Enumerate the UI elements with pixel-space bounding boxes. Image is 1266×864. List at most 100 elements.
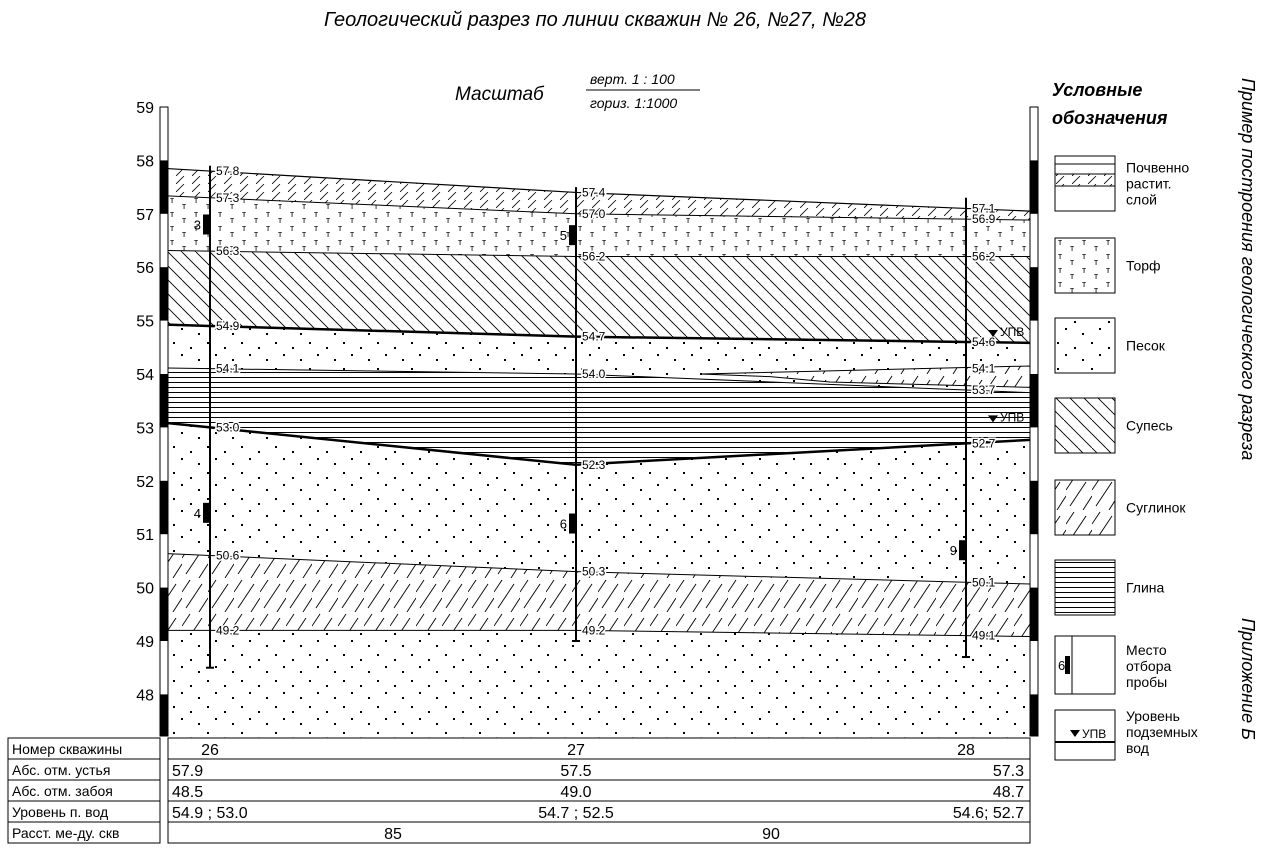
elevation-label: 49.2 — [582, 623, 606, 637]
legend-label: Супесь — [1126, 418, 1173, 434]
elevation-label: 54.1 — [216, 362, 240, 376]
legend-label: Место — [1126, 642, 1167, 658]
scale-label: Масштаб — [455, 84, 545, 105]
axis-segment — [1030, 160, 1038, 214]
table-row-label: Уровень п. вод — [12, 804, 108, 820]
legend-swatch — [1054, 559, 1116, 616]
legend-label: растит. — [1126, 176, 1172, 192]
axis-tick-label: 59 — [136, 100, 154, 117]
layer-loam — [167, 553, 1030, 637]
legend-swatch — [1054, 237, 1116, 294]
axis-tick-label: 49 — [136, 634, 154, 651]
legend-swatch-band — [1054, 173, 1116, 187]
section-title: Геологический разрез по линии скважин № … — [324, 9, 866, 31]
table-cell: 27 — [567, 742, 585, 759]
table-cell: 28 — [957, 742, 975, 759]
layer-sand-middle — [167, 423, 1030, 585]
legend-item-sandy-loam: Супесь — [1054, 397, 1173, 454]
sample-number: 5 — [560, 228, 567, 243]
well-27: 56 — [560, 187, 580, 642]
table-cell: 57.5 — [560, 763, 591, 780]
axis-tick-label: 48 — [136, 687, 154, 704]
axis-segment — [1030, 694, 1038, 736]
scale-horizontal: гориз. 1:1000 — [590, 95, 677, 111]
elevation-label: 52.7 — [972, 436, 996, 450]
sample-number: 4 — [194, 506, 201, 521]
layer-peat — [167, 195, 1030, 257]
legend-item-clay: Глина — [1054, 559, 1165, 616]
axis-tick-label: 55 — [136, 314, 154, 331]
elevation-label: 52.3 — [582, 458, 606, 472]
elevation-label: 50.6 — [216, 549, 240, 563]
elevation-label: 53.7 — [972, 383, 996, 397]
table-cell: 57.9 — [172, 763, 203, 780]
layer-sand-lower — [167, 630, 1030, 738]
axis-tick-label: 50 — [136, 581, 154, 598]
axis-tick-label: 56 — [136, 260, 154, 277]
axis-tick-label: 51 — [136, 527, 154, 544]
legend-label: Суглинок — [1126, 500, 1186, 516]
table-cell: 57.3 — [993, 763, 1024, 780]
legend-label: Почвенно — [1126, 160, 1189, 176]
table-cell: 85 — [384, 826, 402, 843]
table-row-label: Абс. отм. устья — [12, 762, 110, 778]
table-cell: 48.5 — [172, 784, 203, 801]
water-marker-label: УПВ — [1000, 410, 1024, 424]
elevation-label: 50.3 — [582, 565, 606, 579]
elevation-label: 54.9 — [216, 319, 240, 333]
elevation-labels: 57.8 57.3 56.3 54.9 54.1 53.0 50.6 49.2 57.4 57.0… — [215, 163, 1025, 645]
legend-label: отбора — [1126, 658, 1171, 674]
sample-mark — [1065, 656, 1070, 674]
table-row-label: Расст. ме-ду. скв — [12, 825, 119, 841]
elevation-label: 56.9 — [972, 212, 996, 226]
water-marker-label: УПВ — [1000, 325, 1024, 339]
legend-item-peat: Торф — [1054, 237, 1161, 294]
elevation-label: 49.1 — [972, 629, 996, 643]
elevation-label: 54.7 — [582, 330, 606, 344]
axis-tick-label: 57 — [136, 207, 154, 224]
elevation-label: 50.1 — [972, 575, 996, 589]
appendix-label: Приложение Б — [1238, 618, 1258, 740]
sample-number: 3 — [194, 217, 201, 232]
water-triangle — [988, 329, 998, 337]
elevation-label: 54.6 — [972, 335, 996, 349]
table-cell: 90 — [762, 826, 780, 843]
sample-mark — [203, 214, 209, 235]
axis-segment — [1030, 587, 1038, 641]
axis-segment — [160, 267, 168, 321]
sample-mark — [203, 502, 209, 523]
table-cell: 54.9 ; 53.0 — [172, 805, 248, 822]
sample-mark — [569, 513, 575, 534]
elevation-label: 57.0 — [582, 207, 606, 221]
axis-tick-label: 53 — [136, 420, 154, 437]
legend-title-1: Условные — [1052, 80, 1142, 100]
scale-vertical: верт. 1 : 100 — [590, 71, 675, 87]
axis-segment — [160, 160, 168, 214]
axis-segment — [160, 587, 168, 641]
sample-number: 9 — [950, 543, 957, 558]
axis-segment — [160, 694, 168, 736]
legend: Условные обозначения Почвеннорастит.слой… — [1052, 80, 1198, 761]
elevation-label: 54.1 — [972, 362, 996, 376]
legend-swatch — [1054, 397, 1116, 454]
table-cell: 49.0 — [560, 784, 591, 801]
water-triangle — [1070, 730, 1080, 737]
sample-number: 6 — [560, 517, 567, 532]
legend-item-loam: Суглинок — [1054, 479, 1186, 536]
table-body — [167, 737, 1031, 844]
legend-label: подземных — [1126, 724, 1198, 740]
elevation-label: 57.4 — [582, 185, 606, 199]
table-row-label: Абс. отм. забоя — [12, 783, 113, 799]
legend-swatch — [1054, 709, 1116, 761]
elevation-label: 53.0 — [216, 420, 240, 434]
axis-segment — [1030, 267, 1038, 321]
axis-tick-label: 52 — [136, 474, 154, 491]
axis-tick-label: 54 — [136, 367, 154, 384]
legend-swatch — [1054, 479, 1116, 536]
elevation-label: 56.3 — [216, 244, 240, 258]
legend-label: Глина — [1126, 580, 1165, 596]
axis-segment — [160, 480, 168, 535]
